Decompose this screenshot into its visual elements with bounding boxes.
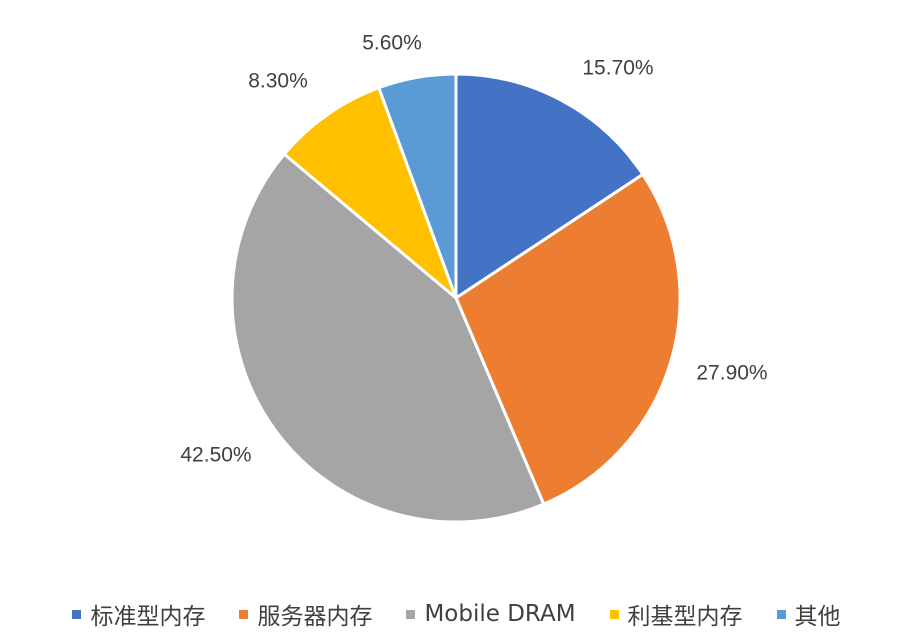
legend-label: Mobile DRAM — [424, 601, 576, 627]
data-label-2: 27.90% — [696, 362, 767, 385]
chart-legend: 标准型内存 服务器内存 Mobile DRAM 利基型内存 其他 — [0, 594, 913, 634]
pie-slice-5 — [377, 72, 458, 300]
pie-slice-1 — [454, 72, 645, 300]
legend-swatch — [72, 609, 82, 619]
legend-label: 标准型内存 — [90, 604, 206, 630]
legend-swatch — [239, 609, 249, 619]
legend-item-5: 其他 — [776, 597, 841, 631]
pie-slice-3 — [230, 152, 546, 524]
legend-item-2: 服务器内存 — [239, 597, 372, 631]
pie-chart: 15.70% 27.90% 42.50% 8.30% 5.60% — [180, 32, 768, 524]
data-label-3: 42.50% — [180, 444, 251, 467]
pie-slice-2 — [454, 172, 682, 506]
legend-swatch — [776, 609, 786, 619]
legend-label: 利基型内存 — [627, 604, 743, 630]
pie-slice-4 — [282, 86, 458, 300]
legend-label: 其他 — [794, 604, 841, 630]
legend-item-1: 标准型内存 — [72, 597, 205, 631]
legend-item-4: 利基型内存 — [609, 597, 743, 631]
legend-label: 服务器内存 — [257, 604, 373, 630]
data-label-1: 15.70% — [582, 57, 653, 80]
legend-swatch — [406, 609, 416, 619]
data-label-5: 5.60% — [362, 32, 422, 55]
legend-swatch — [609, 609, 619, 619]
legend-item-3: Mobile DRAM — [406, 601, 576, 627]
pie-chart-svg: 15.70% 27.90% 42.50% 8.30% 5.60% — [180, 32, 768, 524]
data-label-4: 8.30% — [248, 70, 308, 93]
